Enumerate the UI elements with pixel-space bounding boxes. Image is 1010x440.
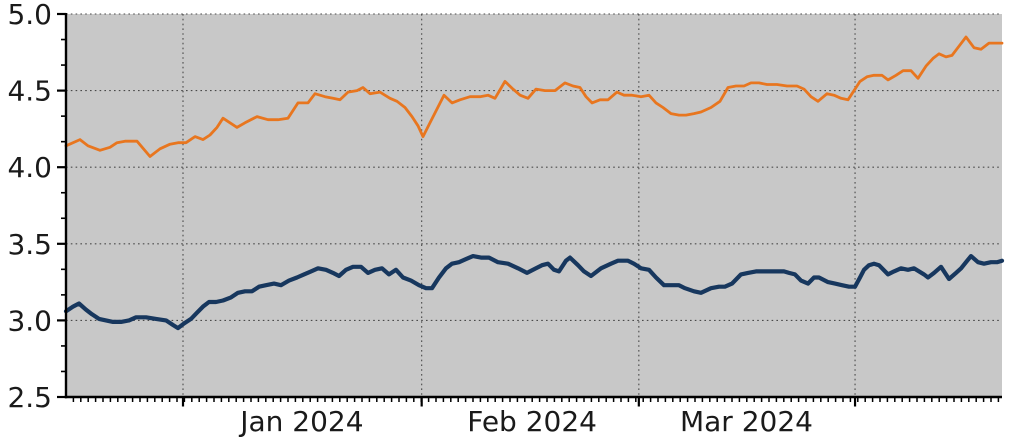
y-tick-label: 3.0 <box>7 304 52 337</box>
navy-line <box>63 254 1005 331</box>
y-tick-label: 5.0 <box>7 0 52 31</box>
y-tick-label: 3.5 <box>7 228 52 261</box>
x-tick-label: Feb 2024 <box>467 405 597 438</box>
x-tick-label: Mar 2024 <box>680 405 813 438</box>
y-tick-label: 4.5 <box>7 75 52 108</box>
x-tick-label: Jan 2024 <box>238 405 363 438</box>
orange-line <box>64 35 1004 158</box>
y-tick-label: 4.0 <box>7 151 52 184</box>
y-tick-label: 2.5 <box>7 381 52 414</box>
plot-area <box>66 14 1002 397</box>
